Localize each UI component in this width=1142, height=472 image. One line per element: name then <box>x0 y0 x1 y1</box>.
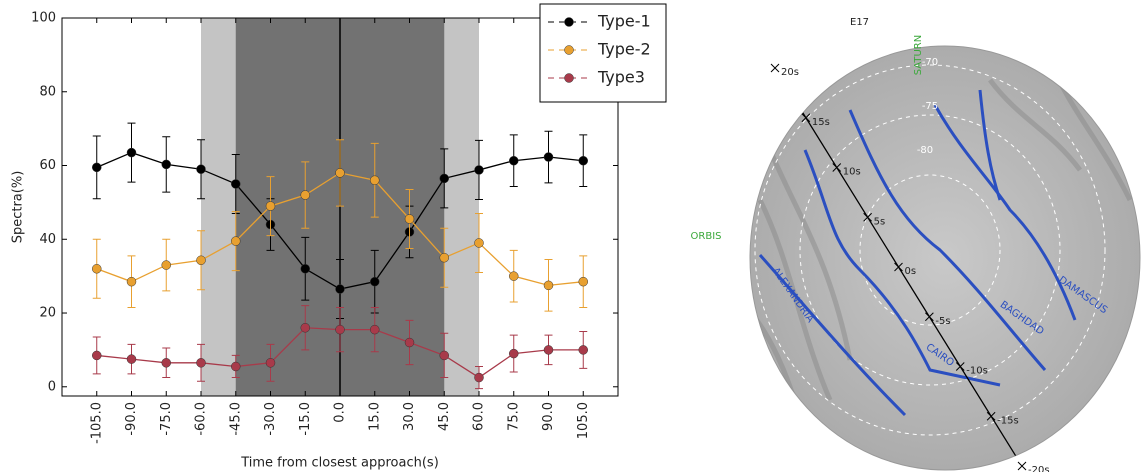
legend-marker <box>565 74 574 83</box>
x-tick-label: 90.0 <box>541 402 556 431</box>
x-tick-label: 30.0 <box>402 402 417 431</box>
y-tick-label: 60 <box>39 158 56 173</box>
trajectory-label: -20s <box>1028 465 1050 472</box>
data-point <box>370 277 379 286</box>
x-tick-label: -30.0 <box>263 402 278 436</box>
data-point <box>579 156 588 165</box>
trajectory-label: 20s <box>781 67 799 78</box>
legend-label: Type-1 <box>597 12 651 31</box>
data-point <box>197 256 206 265</box>
x-tick-label: -105.0 <box>89 402 104 444</box>
y-axis-label: Spectra(%) <box>11 171 26 244</box>
figure: 0 20 40 60 80 100 -105.0 -90.0 -75.0 -60.0 -45.0 -3… <box>0 0 1142 472</box>
data-point <box>544 345 553 354</box>
data-point <box>475 238 484 247</box>
data-point <box>509 272 518 281</box>
trajectory-label: -5s <box>935 316 950 327</box>
x-tick-label: 45.0 <box>437 402 452 431</box>
data-point <box>127 277 136 286</box>
data-point <box>440 174 449 183</box>
data-point <box>162 160 171 169</box>
legend-label: Type3 <box>597 68 645 87</box>
data-point <box>162 261 171 270</box>
moon-disk <box>750 46 1140 470</box>
y-tick-label: 0 <box>48 379 56 394</box>
x-tick-label: -15.0 <box>298 402 313 436</box>
data-point <box>301 323 310 332</box>
data-point <box>405 214 414 223</box>
data-point <box>579 345 588 354</box>
data-point <box>197 358 206 367</box>
map-label: SATURN <box>913 35 924 75</box>
data-point <box>127 355 136 364</box>
data-point <box>266 358 275 367</box>
legend-marker <box>565 18 574 27</box>
trajectory-label: 15s <box>812 117 830 128</box>
x-tick-label: -75.0 <box>159 402 174 436</box>
data-point <box>162 358 171 367</box>
x-tick-label: 15.0 <box>367 402 382 431</box>
data-point <box>544 153 553 162</box>
data-point <box>336 285 345 294</box>
data-point <box>370 176 379 185</box>
trajectory-label: 0s <box>905 266 917 277</box>
x-tick-label: -60.0 <box>194 402 209 436</box>
trajectory-tick <box>1018 462 1026 470</box>
x-tick-label: 0.0 <box>333 402 348 423</box>
trajectory-label: -15s <box>997 415 1019 426</box>
x-tick-label: -90.0 <box>124 402 139 436</box>
map: E17 SATURN-70-75-80ORBISDAMASCUSBAGHDADC… <box>691 17 1140 472</box>
data-point <box>509 349 518 358</box>
legend-label: Type-2 <box>597 40 651 59</box>
trajectory-label: -10s <box>966 366 988 377</box>
plot: 0 20 40 60 80 100 -105.0 -90.0 -75.0 -60.0 -45.0 -3… <box>31 4 666 444</box>
data-point <box>301 264 310 273</box>
x-tick-label: 60.0 <box>472 402 487 431</box>
data-point <box>544 281 553 290</box>
trajectory-label: 10s <box>843 167 861 178</box>
data-point <box>475 165 484 174</box>
map-label: -70 <box>922 57 938 68</box>
map-label: -80 <box>917 145 933 156</box>
trajectory-tick <box>771 64 779 72</box>
map-label: -75 <box>922 101 938 112</box>
data-point <box>370 325 379 334</box>
trajectory-label: 5s <box>874 216 886 227</box>
y-tick-label: 20 <box>39 306 56 321</box>
y-tick-label: 80 <box>39 84 56 99</box>
data-point <box>301 191 310 200</box>
map-label: ORBIS <box>691 231 722 242</box>
data-point <box>231 362 240 371</box>
data-point <box>440 351 449 360</box>
data-point <box>405 338 414 347</box>
data-point <box>440 253 449 262</box>
data-point <box>92 264 101 273</box>
x-tick-label: -45.0 <box>228 402 243 436</box>
data-point <box>579 277 588 286</box>
data-point <box>266 202 275 211</box>
data-point <box>92 163 101 172</box>
y-tick-label: 40 <box>39 232 56 247</box>
map-title: E17 <box>850 17 869 28</box>
data-point <box>231 179 240 188</box>
legend-marker <box>565 46 574 55</box>
data-point <box>475 373 484 382</box>
data-point <box>336 168 345 177</box>
data-point <box>127 148 136 157</box>
data-point <box>92 351 101 360</box>
x-tick-label: 75.0 <box>506 402 521 431</box>
x-axis-label: Time from closest approach(s) <box>240 456 439 471</box>
y-tick-label: 100 <box>31 11 56 26</box>
data-point <box>231 237 240 246</box>
data-point <box>336 325 345 334</box>
data-point <box>197 165 206 174</box>
x-tick-label: 105.0 <box>576 402 591 439</box>
data-point <box>509 156 518 165</box>
